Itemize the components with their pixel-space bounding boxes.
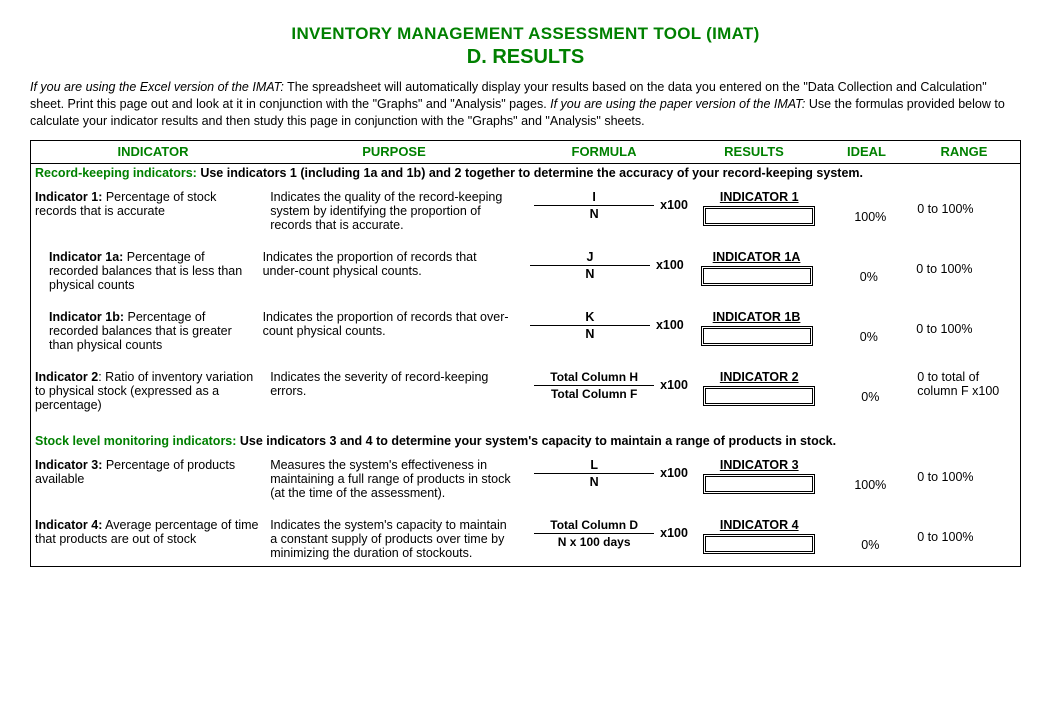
section-record-keeping: Record-keeping indicators: Use indicator… xyxy=(31,164,1020,186)
ind1-name: Indicator 1: xyxy=(35,190,102,204)
ind2-res-label: INDICATOR 2 xyxy=(695,370,823,384)
ind3-num: L xyxy=(534,458,654,474)
ind3-range: 0 to 100% xyxy=(917,458,1016,484)
ind3-ideal: 100% xyxy=(823,458,917,492)
ind1b-x100: x100 xyxy=(656,318,684,332)
ind1b-formula: KNx100 xyxy=(522,310,692,341)
ind4-name: Indicator 4: xyxy=(35,518,102,532)
header-range: RANGE xyxy=(914,144,1014,159)
ind4-formula: Total Column DN x 100 days x100 xyxy=(527,518,695,549)
row-indicator-3: Indicator 3: Percentage of products avai… xyxy=(31,454,1020,514)
page-title-sub: D. RESULTS xyxy=(30,46,1021,69)
ind3-res-label: INDICATOR 3 xyxy=(695,458,823,472)
row-indicator-1: Indicator 1: Percentage of stock records… xyxy=(31,186,1020,246)
header-formula: FORMULA xyxy=(519,144,689,159)
ind4-num: Total Column D xyxy=(534,518,654,534)
intro-text: If you are using the Excel version of th… xyxy=(30,79,1021,130)
ind2-ideal: 0% xyxy=(823,370,917,404)
ind4-purpose: Indicates the system's capacity to maint… xyxy=(270,518,527,560)
ind1b-name: Indicator 1b: xyxy=(49,310,124,324)
ind1a-num: J xyxy=(530,250,650,266)
ind2-res-box xyxy=(703,386,815,406)
section-stock-level: Stock level monitoring indicators: Use i… xyxy=(31,426,1020,454)
ind1-num: I xyxy=(534,190,654,206)
row-indicator-4: Indicator 4: Average percentage of time … xyxy=(31,514,1020,566)
ind3-den: N xyxy=(534,474,654,489)
header-indicator: INDICATOR xyxy=(31,144,269,159)
ind1a-purpose: Indicates the proportion of records that… xyxy=(263,250,522,278)
ind3-x100: x100 xyxy=(660,466,688,480)
section2-rest: Use indicators 3 and 4 to determine your… xyxy=(240,434,836,448)
ind2-range: 0 to total of column F x100 xyxy=(917,370,1016,398)
ind2-x100: x100 xyxy=(660,378,688,392)
ind3-name: Indicator 3: xyxy=(35,458,102,472)
ind1a-x100: x100 xyxy=(656,258,684,272)
intro-em2: If you are using the paper version of th… xyxy=(550,97,805,111)
ind4-res-box xyxy=(703,534,815,554)
ind1b-range: 0 to 100% xyxy=(916,310,1016,336)
ind1a-range: 0 to 100% xyxy=(916,250,1016,276)
ind4-x100: x100 xyxy=(660,526,688,540)
ind1a-res-box xyxy=(701,266,813,286)
ind1-x100: x100 xyxy=(660,198,688,212)
row-indicator-2: Indicator 2: Ratio of inventory variatio… xyxy=(31,366,1020,426)
ind4-den: N x 100 days xyxy=(534,534,654,549)
ind1-range: 0 to 100% xyxy=(917,190,1016,216)
ind1b-den: N xyxy=(530,326,650,341)
ind2-num: Total Column H xyxy=(534,370,654,386)
ind1b-res-label: INDICATOR 1B xyxy=(692,310,822,324)
header-results: RESULTS xyxy=(689,144,819,159)
row-indicator-1a: Indicator 1a: Percentage of recorded bal… xyxy=(31,246,1020,306)
ind2-name: Indicator 2 xyxy=(35,370,98,384)
ind4-range: 0 to 100% xyxy=(917,518,1016,544)
ind1b-num: K xyxy=(530,310,650,326)
ind2-purpose: Indicates the severity of record-keeping… xyxy=(270,370,527,398)
ind2-formula: Total Column HTotal Column F x100 xyxy=(527,370,695,401)
section2-label: Stock level monitoring indicators: xyxy=(35,434,240,448)
ind4-res-label: INDICATOR 4 xyxy=(695,518,823,532)
ind1b-purpose: Indicates the proportion of records that… xyxy=(263,310,522,338)
ind1a-name: Indicator 1a: xyxy=(49,250,123,264)
ind4-ideal: 0% xyxy=(823,518,917,552)
ind1a-ideal: 0% xyxy=(821,250,916,284)
row-indicator-1b: Indicator 1b: Percentage of recorded bal… xyxy=(31,306,1020,366)
intro-em1: If you are using the Excel version of th… xyxy=(30,80,284,94)
ind1-ideal: 100% xyxy=(823,190,917,224)
ind1b-res-box xyxy=(701,326,813,346)
ind2-den: Total Column F xyxy=(534,386,654,401)
header-purpose: PURPOSE xyxy=(269,144,519,159)
section1-rest: Use indicators 1 (including 1a and 1b) a… xyxy=(200,166,863,180)
ind3-purpose: Measures the system's effectiveness in m… xyxy=(270,458,527,500)
table-header-row: INDICATOR PURPOSE FORMULA RESULTS IDEAL … xyxy=(31,141,1020,164)
ind3-res-box xyxy=(703,474,815,494)
section1-label: Record-keeping indicators: xyxy=(35,166,200,180)
ind1b-ideal: 0% xyxy=(821,310,916,344)
ind1-formula: INx100 xyxy=(527,190,695,221)
ind1a-den: N xyxy=(530,266,650,281)
ind1-den: N xyxy=(534,206,654,221)
ind1-purpose: Indicates the quality of the record-keep… xyxy=(270,190,527,232)
page-title-main: INVENTORY MANAGEMENT ASSESSMENT TOOL (IM… xyxy=(30,24,1021,44)
header-ideal: IDEAL xyxy=(819,144,914,159)
ind3-formula: LNx100 xyxy=(527,458,695,489)
ind1a-res-label: INDICATOR 1A xyxy=(692,250,822,264)
ind1-res-box xyxy=(703,206,815,226)
results-table: INDICATOR PURPOSE FORMULA RESULTS IDEAL … xyxy=(30,140,1021,567)
title-block: INVENTORY MANAGEMENT ASSESSMENT TOOL (IM… xyxy=(30,24,1021,69)
ind1a-formula: JNx100 xyxy=(522,250,692,281)
ind1-res-label: INDICATOR 1 xyxy=(695,190,823,204)
